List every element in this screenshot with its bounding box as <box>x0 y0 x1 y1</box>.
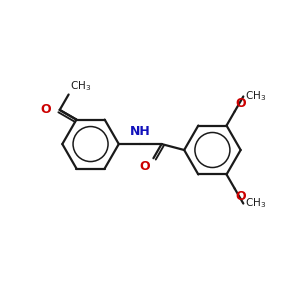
Text: CH$_3$: CH$_3$ <box>245 90 266 104</box>
Text: O: O <box>139 160 150 173</box>
Text: CH$_3$: CH$_3$ <box>70 80 91 93</box>
Text: O: O <box>236 190 246 203</box>
Text: CH$_3$: CH$_3$ <box>245 196 266 210</box>
Text: NH: NH <box>130 124 151 137</box>
Text: O: O <box>41 103 51 116</box>
Text: O: O <box>236 97 246 110</box>
